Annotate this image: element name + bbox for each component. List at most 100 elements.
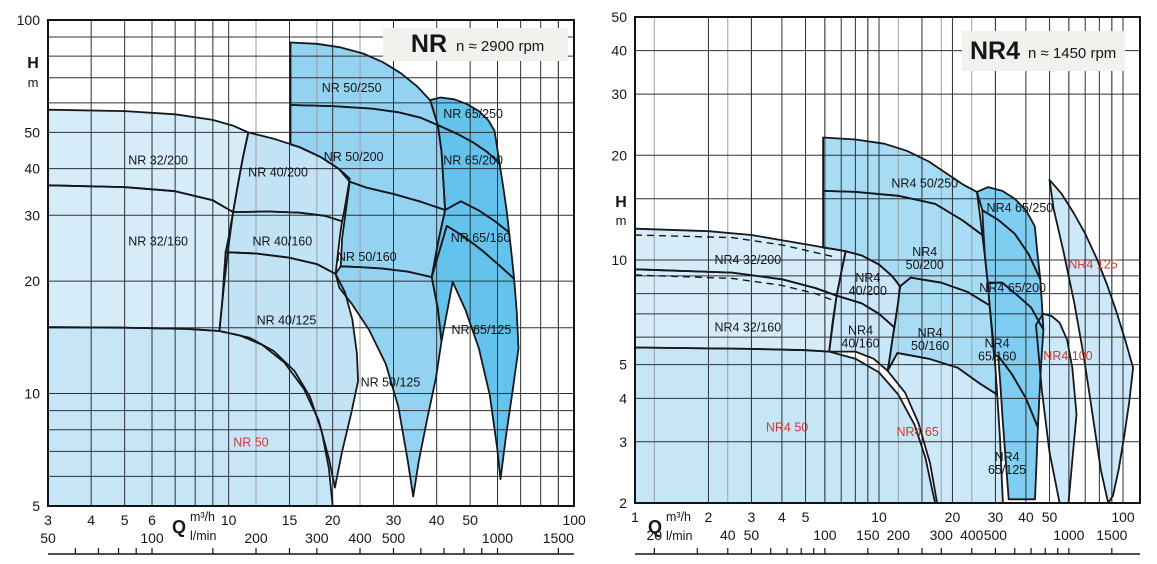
q-axis-tick-label-lmin: 1000 [1053, 527, 1084, 543]
q-axis-tick-label-lmin: 40 [720, 527, 736, 543]
h-axis-tick-label: 40 [611, 43, 627, 59]
h-axis-tick-label: 40 [24, 161, 40, 177]
h-axis-tick-label: 10 [611, 252, 627, 268]
pump-region-label: NR 50/200 [324, 150, 384, 164]
chart-subtitle: n ≈ 2900 rpm [456, 38, 544, 55]
pump-region-label: NR4 50/200 [906, 245, 944, 272]
pump-region-fill [430, 97, 500, 164]
chart-title-box [962, 31, 1125, 71]
pump-region-fill [290, 42, 438, 126]
pump-curve-outline [1048, 178, 1134, 504]
q-axis-name: Q [648, 517, 662, 537]
q-axis-tick-label-lmin: 300 [305, 530, 329, 546]
q-axis-tick-label-m3h: 2 [705, 509, 713, 525]
q-axis-tick-label-lmin: 500 [382, 530, 406, 546]
chart-title: NR [411, 30, 447, 58]
q-axis-tick-label-m3h: 20 [325, 512, 341, 528]
pump-region-label: NR 32/160 [128, 235, 188, 249]
q-axis-tick-label-m3h: 100 [562, 512, 586, 528]
q-axis-tick-label-lmin: 500 [984, 527, 1008, 543]
q-axis-tick-label-lmin: 400 [960, 527, 984, 543]
pump-region-label: NR4 65/200 [979, 281, 1046, 295]
pump-region-fill [635, 269, 837, 352]
q-axis-tick-label-lmin: 200 [887, 527, 911, 543]
q-axis-tick-label-lmin: 1000 [482, 530, 513, 546]
q-axis-tick-label-lmin: 100 [140, 530, 164, 546]
pump-curve-outline [997, 354, 1039, 501]
pump-region-label: NR4 40/200 [849, 271, 887, 298]
h-axis-unit: m [28, 75, 39, 90]
pump-curve-outline [430, 224, 520, 481]
pump-region-label: NR 65/250 [443, 107, 503, 121]
h-axis-tick-label: 50 [611, 9, 627, 25]
pump-curve-outline [47, 184, 235, 332]
q-axis-tick-label-lmin: 300 [930, 527, 954, 543]
h-axis-tick-label: 5 [619, 357, 627, 373]
pump-curve-outline [334, 265, 443, 498]
pump-region-label: NR 65/200 [443, 154, 503, 168]
pump-region-fill [233, 132, 350, 222]
q-axis-tick-label-m3h: 30 [386, 512, 402, 528]
dashed-curve [634, 234, 836, 258]
plot-border [634, 16, 1141, 504]
pump-region-label: NR4 32/200 [714, 253, 781, 267]
q-axis-unit-m3h: m³/h [190, 510, 215, 524]
q-axis-tick-label-lmin: 400 [348, 530, 372, 546]
pump-region-label: NR4 65/125 [988, 450, 1026, 477]
pump-region-fill [982, 210, 1044, 330]
pump-region-label: NR 40/160 [252, 235, 312, 249]
pump-region-fill [829, 295, 895, 371]
pump-region-fill [48, 109, 249, 213]
q-axis-tick-label-m3h: 20 [945, 509, 961, 525]
pump-region-label: NR 50/125 [361, 376, 421, 390]
h-axis-tick-label: 4 [619, 390, 627, 406]
pump-region-label: NR4 65/160 [978, 337, 1016, 364]
pump-region-fill [48, 327, 333, 506]
pump-region-fill [225, 211, 343, 274]
q-axis-tick-label-m3h: 40 [429, 512, 445, 528]
pump-region-label: NR4 50/160 [911, 326, 949, 353]
q-axis-tick-label-m3h: 40 [1018, 509, 1034, 525]
h-axis-tick-label: 30 [611, 86, 627, 102]
pump-region-fill [48, 185, 234, 331]
pump-region-label: NR4 40/160 [841, 324, 879, 351]
pump-curve-outline [218, 251, 360, 489]
q-axis-tick-label-lmin: 200 [244, 530, 268, 546]
q-axis-tick-label-m3h: 1 [631, 509, 639, 525]
q-axis-tick-label-lmin: 50 [744, 527, 760, 543]
pump-region-fill [823, 190, 990, 306]
q-axis-tick-label-m3h: 5 [121, 512, 129, 528]
pump-region-fill [340, 181, 446, 278]
pump-region-label: NR 50/250 [322, 81, 382, 95]
pump-region-fill [635, 347, 936, 503]
pump-region-fill [635, 228, 846, 296]
q-axis-tick-label-m3h: 4 [87, 512, 95, 528]
pump-region-label: NR 40/125 [257, 313, 317, 327]
h-axis-tick-label: 30 [24, 207, 40, 223]
chart-title: NR4 [970, 37, 1020, 65]
pump-region-label: NR 40/200 [248, 166, 308, 180]
pump-region-fill [290, 105, 446, 210]
pump-region-fill [887, 353, 1003, 503]
q-axis-tick-label-m3h: 5 [802, 509, 810, 525]
q-axis-tick-label-lmin: 1500 [1096, 527, 1127, 543]
h-axis-tick-label: 20 [611, 147, 627, 163]
h-axis-tick-label: 3 [619, 434, 627, 450]
q-axis-unit-lmin: l/min [666, 529, 692, 543]
pump-region-fill [219, 252, 359, 488]
q-axis-tick-label-m3h: 3 [748, 509, 756, 525]
q-axis-tick-label-m3h: 4 [778, 509, 786, 525]
pump-region-fill [335, 266, 442, 497]
pump-region-fill [823, 137, 983, 235]
q-axis-tick-label-m3h: 50 [462, 512, 478, 528]
q-axis-tick-label-m3h: 50 [1042, 509, 1058, 525]
chart-subtitle: n ≈ 1450 rpm [1028, 45, 1116, 62]
pump-curve-outline [1035, 312, 1078, 504]
pump-region-fill [431, 225, 519, 480]
pump-region-fill [887, 277, 998, 395]
pump-model-red-label: NR 50 [233, 435, 268, 449]
pump-region-label: NR 65/125 [452, 323, 512, 337]
h-axis-tick-label: 2 [619, 495, 627, 511]
pump-region-fill [998, 355, 1038, 500]
